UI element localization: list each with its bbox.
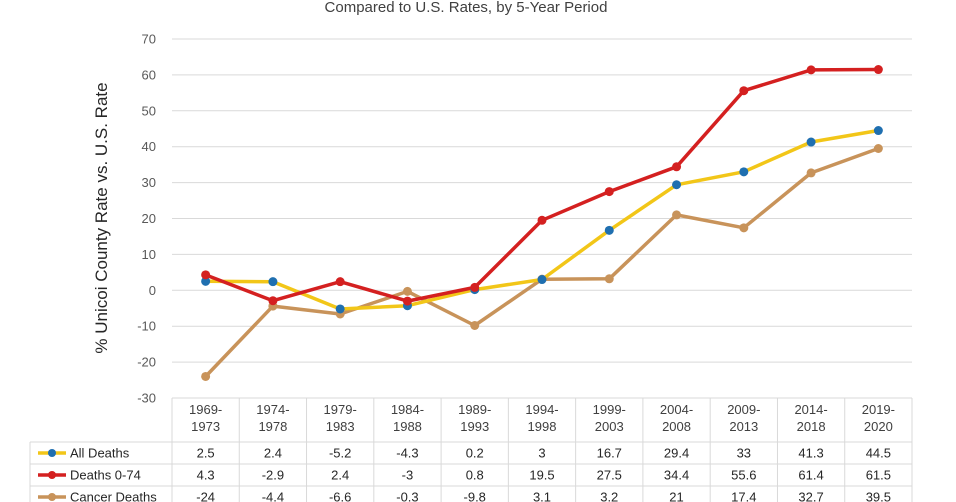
- x-tick-label: 2009-2013: [727, 402, 760, 434]
- table-cell: -9.8: [464, 490, 486, 502]
- data-point: [537, 275, 547, 285]
- x-tick-label: 1974-1978: [256, 402, 289, 434]
- table-cell: 34.4: [664, 468, 689, 483]
- series-line: [203, 67, 881, 303]
- data-point: [873, 126, 883, 136]
- table-cell: 32.7: [798, 490, 823, 502]
- data-point: [268, 277, 278, 287]
- table-cell: -24: [196, 490, 215, 502]
- data-point: [806, 168, 816, 178]
- y-tick-label: 40: [142, 139, 156, 154]
- data-point: [201, 270, 211, 280]
- x-tick-label: 1999-2003: [593, 402, 626, 434]
- y-tick-label: 60: [142, 67, 156, 82]
- data-point: [739, 86, 749, 96]
- table-cell: 39.5: [866, 490, 891, 502]
- legend-marker: [48, 449, 56, 457]
- data-point: [201, 371, 211, 381]
- table-cell: 61.5: [866, 468, 891, 483]
- table-cell: 3.1: [533, 490, 551, 502]
- y-axis-label: % Unicoi County Rate vs. U.S. Rate: [92, 82, 111, 353]
- data-point: [604, 274, 614, 284]
- x-tick-label: 1979-1983: [324, 402, 357, 434]
- data-point: [672, 180, 682, 190]
- data-point: [604, 225, 614, 235]
- table-cell: 0.2: [466, 446, 484, 461]
- data-point: [402, 286, 412, 296]
- y-tick-label: -20: [137, 355, 156, 370]
- x-tick-label: 1989-1993: [458, 402, 491, 434]
- data-point: [604, 187, 614, 197]
- data-point: [402, 296, 412, 306]
- table-cell: 27.5: [597, 468, 622, 483]
- x-tick-label: 1969-1973: [189, 402, 222, 434]
- table-cell: 55.6: [731, 468, 756, 483]
- chart-title: Compared to U.S. Rates, by 5-Year Period: [325, 0, 608, 16]
- legend-marker: [48, 493, 56, 501]
- table-cell: 21: [669, 490, 683, 502]
- table-cell: 0.8: [466, 468, 484, 483]
- data-point: [873, 65, 883, 75]
- x-tick-label: 1984-1988: [391, 402, 424, 434]
- y-tick-label: 70: [142, 32, 156, 47]
- y-tick-label: -30: [137, 391, 156, 406]
- table-cell: 2.4: [264, 446, 282, 461]
- table-cell: 41.3: [798, 446, 823, 461]
- table-cell: -5.2: [329, 446, 351, 461]
- data-point: [268, 296, 278, 306]
- table-cell: 29.4: [664, 446, 689, 461]
- x-tick-label: 2004-2008: [660, 402, 693, 434]
- data-point: [672, 210, 682, 220]
- table-cell: -2.9: [262, 468, 284, 483]
- y-tick-label: 0: [149, 283, 156, 298]
- x-tick-label: 2014-2018: [794, 402, 827, 434]
- table-cell: 4.3: [197, 468, 215, 483]
- y-tick-label: 10: [142, 247, 156, 262]
- table-cell: 19.5: [529, 468, 554, 483]
- data-point: [873, 143, 883, 153]
- legend-label: All Deaths: [70, 446, 130, 461]
- y-tick-label: -10: [137, 319, 156, 334]
- table-cell: 3.2: [600, 490, 618, 502]
- legend-label: Cancer Deaths: [70, 490, 157, 502]
- data-point: [470, 320, 480, 330]
- legend-marker: [48, 471, 56, 479]
- table-cell: 44.5: [866, 446, 891, 461]
- legend-entry: All Deaths: [38, 446, 130, 461]
- y-tick-label: 20: [142, 211, 156, 226]
- table-cell: -4.4: [262, 490, 284, 502]
- table-cell: 61.4: [798, 468, 823, 483]
- table-cell: -6.6: [329, 490, 351, 502]
- y-tick-label: 30: [142, 175, 156, 190]
- data-point: [335, 277, 345, 287]
- x-tick-label: 2019-2020: [862, 402, 895, 434]
- data-point: [739, 167, 749, 177]
- data-point: [201, 276, 211, 286]
- table-cell: 3: [538, 446, 545, 461]
- table-cell: 2.4: [331, 468, 349, 483]
- table-cell: -3: [402, 468, 414, 483]
- data-point: [806, 65, 816, 75]
- table-cell: 17.4: [731, 490, 756, 502]
- data-point: [672, 162, 682, 172]
- data-point: [537, 215, 547, 225]
- data-point: [739, 223, 749, 233]
- data-point: [806, 137, 816, 147]
- data-point: [470, 282, 480, 292]
- table-cell: -0.3: [396, 490, 418, 502]
- legend-entry: Cancer Deaths: [38, 490, 157, 502]
- table-cell: -4.3: [396, 446, 418, 461]
- table-cell: 33: [737, 446, 751, 461]
- y-tick-label: 50: [142, 103, 156, 118]
- legend-entry: Deaths 0-74: [38, 468, 141, 483]
- x-tick-label: 1994-1998: [525, 402, 558, 434]
- legend-label: Deaths 0-74: [70, 468, 141, 483]
- table-cell: 16.7: [597, 446, 622, 461]
- data-point: [335, 304, 345, 314]
- table-cell: 2.5: [197, 446, 215, 461]
